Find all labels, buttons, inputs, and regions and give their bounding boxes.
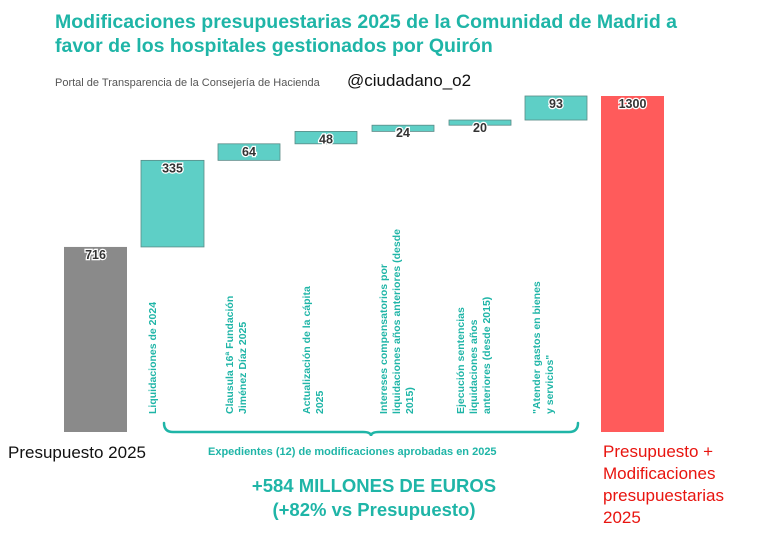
category-label-line: y servicios" [544, 355, 556, 414]
category-label-line: Jiménez Díaz 2025 [237, 322, 249, 414]
bar-4 [371, 124, 435, 132]
increase-summary-amount: +584 MILLONES DE EUROS [251, 475, 497, 496]
category-label-line: Intereses compensatorios por [378, 264, 390, 414]
bar-5 [448, 119, 512, 126]
category-label-5: Ejecución sentencias liquidaciones años an… [455, 297, 493, 414]
category-label-line: Liquidaciones de 2024 [147, 302, 159, 414]
data-label-3: 48 [319, 132, 333, 146]
bar-0 [64, 246, 127, 432]
data-label-4: 24 [396, 126, 410, 140]
category-label-line: liquidaciones años [468, 319, 480, 414]
category-label-6: "Atender gastos en bienes y servicios" [531, 281, 556, 414]
category-label-4: Intereses compensatorios por liquidacione… [378, 229, 416, 414]
bar-6 [524, 95, 588, 121]
bar-3 [294, 131, 358, 145]
category-label-line: liquidaciones años anteriores (desde [391, 229, 403, 414]
increase-summary-percent: (+82% vs Presupuesto) [272, 499, 476, 520]
category-label-line: "Atender gastos en bienes [531, 281, 543, 414]
category-label-line: anteriores (desde 2015) [481, 297, 493, 414]
increase-summary: +584 MILLONES DE EUROS (+82% vs Presupue… [200, 474, 548, 522]
data-label-0: 716 [85, 248, 106, 262]
bar-7 [601, 96, 664, 432]
bar-1 [140, 159, 205, 248]
data-label-5: 20 [473, 121, 487, 135]
category-label-line: Ejecución sentencias [455, 307, 467, 414]
author-handle: @ciudadano_o2 [347, 71, 472, 90]
category-label-line: Clausula 16ª Fundación [224, 296, 236, 414]
chart-title: Modificaciones presupuestarias 2025 de l… [55, 11, 678, 57]
category-label-line: 2015) [404, 387, 416, 414]
bracket-label: Expedientes (12) de modificaciones aprob… [208, 446, 497, 458]
data-label-7: 1300 [619, 97, 647, 111]
total-bar-label: Presupuesto + Modificaciones presupuesta… [603, 442, 724, 527]
category-label-1: Liquidaciones de 2024 [147, 302, 159, 414]
base-bar-label: Presupuesto 2025 [8, 443, 146, 462]
data-label-2: 64 [242, 145, 256, 159]
source-note: Portal de Transparencia de la Consejería… [55, 77, 320, 89]
category-label-3: Actualización de la cápita 2025 [301, 286, 326, 414]
category-label-line: Actualización de la cápita [301, 286, 313, 414]
bar-2 [217, 143, 281, 161]
category-label-2: Clausula 16ª Fundación Jiménez Díaz 2025 [224, 296, 249, 414]
data-label-1: 335 [162, 161, 183, 175]
category-label-line: 2025 [314, 390, 326, 414]
group-bracket [162, 421, 580, 437]
data-label-6: 93 [549, 97, 563, 111]
